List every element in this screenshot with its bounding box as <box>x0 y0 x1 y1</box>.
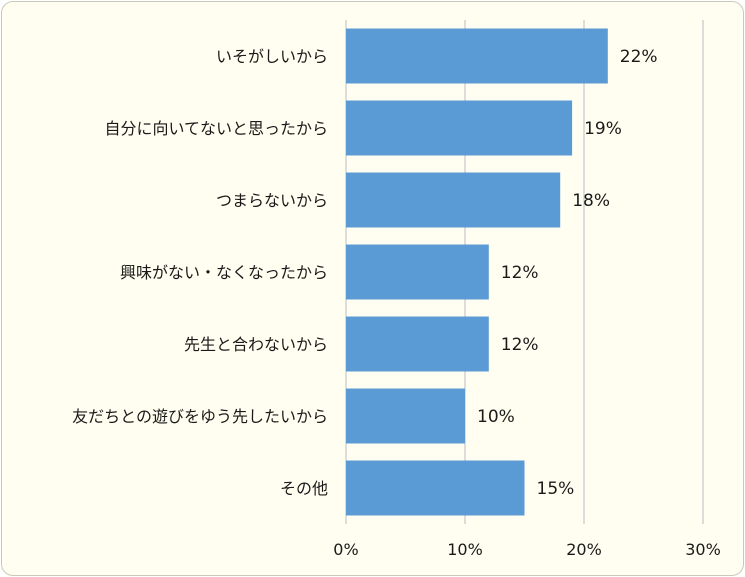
x-tick-label: 30% <box>685 540 721 559</box>
category-label: 先生と合わないから <box>184 335 328 354</box>
bar <box>346 172 561 228</box>
category-label: いそがしいから <box>216 47 328 66</box>
category-label: つまらないから <box>216 191 328 210</box>
category-label: 友だちとの遊びをゆう先したいから <box>72 407 328 426</box>
data-label: 12% <box>501 263 539 283</box>
bar <box>346 316 489 372</box>
x-tick-label: 10% <box>447 540 483 559</box>
x-tick-label: 20% <box>566 540 602 559</box>
x-tick-label: 0% <box>333 540 358 559</box>
bar <box>346 100 573 156</box>
data-label: 19% <box>584 119 622 139</box>
bar <box>346 28 608 84</box>
data-label: 22% <box>620 47 658 67</box>
category-label: 興味がない・なくなったから <box>120 263 328 282</box>
category-label: その他 <box>280 479 328 498</box>
data-label: 18% <box>572 191 610 211</box>
category-label: 自分に向いてないと思ったから <box>104 119 328 138</box>
bar <box>346 388 465 444</box>
data-label: 10% <box>477 407 515 427</box>
bar <box>346 460 525 516</box>
bar <box>346 244 489 300</box>
data-label: 12% <box>501 335 539 355</box>
data-label: 15% <box>537 479 575 499</box>
